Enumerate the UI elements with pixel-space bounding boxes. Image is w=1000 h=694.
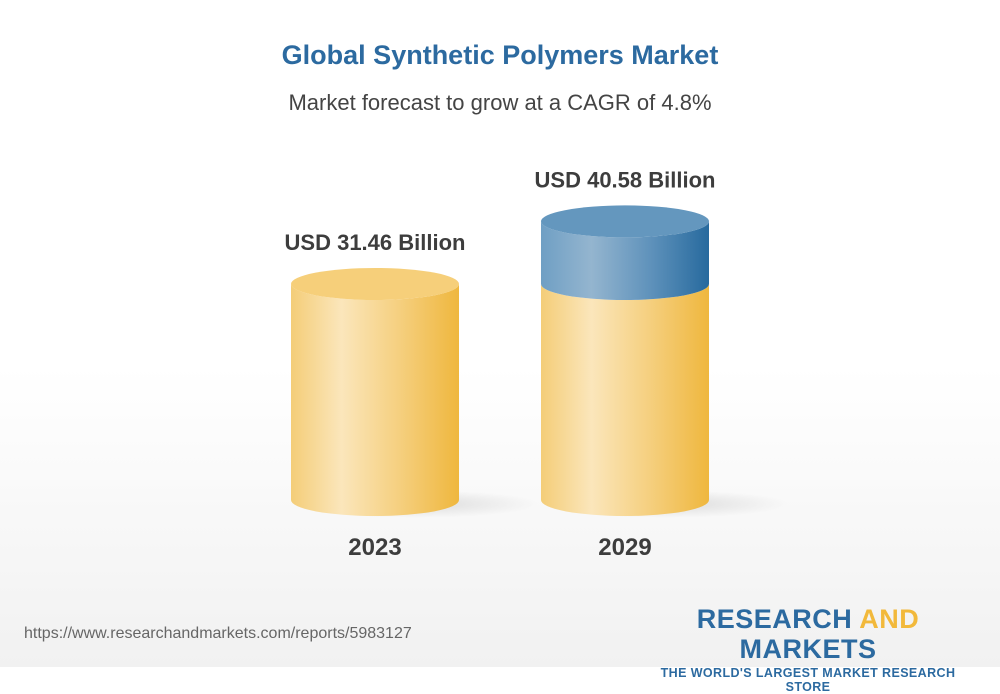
chart-title: Global Synthetic Polymers Market (281, 40, 719, 70)
x-tick-label: 2023 (348, 534, 401, 561)
data-label: USD 31.46 Billion (285, 230, 466, 255)
bar-growth-2029 (541, 221, 709, 300)
data-label: USD 40.58 Billion (535, 167, 716, 192)
logo-tagline: THE WORLD'S LARGEST MARKET RESEARCH STOR… (660, 666, 956, 694)
bar-top-2029 (541, 205, 709, 238)
bar-top-2023 (291, 268, 459, 300)
bar-base-2029 (541, 284, 709, 516)
source-url[interactable]: https://www.researchandmarkets.com/repor… (24, 625, 412, 642)
cylinder-chart: USD 31.46 Billion 2023 USD 40.58 Billion 20… (285, 167, 789, 561)
chart-subtitle: Market forecast to grow at a CAGR of 4.8… (288, 90, 712, 115)
bar-2023 (291, 284, 459, 516)
x-tick-label: 2029 (598, 534, 651, 561)
research-and-markets-logo: RESEARCH AND MARKETS THE WORLD'S LARGEST… (640, 604, 976, 694)
